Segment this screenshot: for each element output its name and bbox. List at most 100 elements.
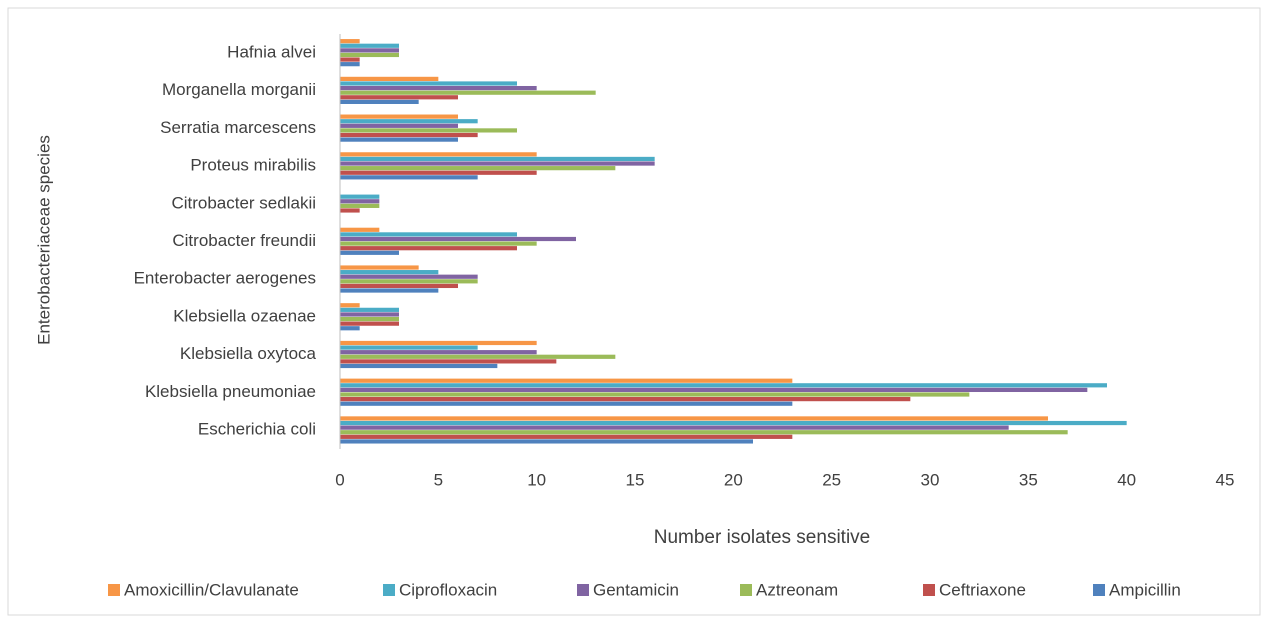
bar bbox=[340, 236, 576, 242]
bar bbox=[340, 303, 360, 308]
bar bbox=[340, 166, 616, 171]
bar bbox=[340, 170, 537, 175]
bar bbox=[340, 326, 360, 331]
bar bbox=[340, 387, 1088, 393]
y-tick-label: Klebsiella oxytoca bbox=[180, 344, 317, 363]
bar bbox=[340, 383, 1107, 388]
bar bbox=[340, 279, 478, 284]
bar bbox=[340, 95, 458, 100]
legend-swatch bbox=[740, 584, 752, 596]
bar bbox=[340, 397, 911, 402]
legend-swatch bbox=[577, 584, 589, 596]
x-tick-label: 5 bbox=[434, 470, 443, 489]
x-tick-label: 0 bbox=[335, 470, 344, 489]
y-tick-label: Citrobacter sedlakii bbox=[171, 193, 316, 212]
x-tick-label: 30 bbox=[921, 470, 940, 489]
bar bbox=[340, 123, 458, 128]
legend-swatch bbox=[383, 584, 395, 596]
legend-swatch bbox=[923, 584, 935, 596]
x-tick-label: 45 bbox=[1216, 470, 1235, 489]
y-tick-label: Klebsiella pneumoniae bbox=[145, 382, 316, 401]
bar bbox=[340, 194, 380, 199]
bar bbox=[340, 199, 380, 204]
y-tick-label: Morganella morganii bbox=[162, 80, 316, 99]
bar bbox=[340, 307, 399, 312]
bar bbox=[340, 321, 399, 326]
bar bbox=[340, 90, 596, 95]
bar bbox=[340, 119, 478, 124]
bar bbox=[340, 99, 419, 104]
bar bbox=[340, 39, 360, 44]
y-tick-label: Klebsiella ozaenae bbox=[173, 306, 316, 325]
chart-frame bbox=[7, 7, 1261, 616]
bar bbox=[340, 203, 380, 208]
y-tick-label: Hafnia alvei bbox=[227, 42, 316, 61]
legend-label: Ampicillin bbox=[1109, 580, 1181, 599]
bar bbox=[340, 57, 360, 62]
bar bbox=[340, 430, 1068, 435]
bar bbox=[340, 81, 517, 86]
bar bbox=[340, 340, 537, 346]
legend-label: Gentamicin bbox=[593, 580, 679, 599]
bar bbox=[340, 392, 970, 397]
bar bbox=[340, 241, 537, 246]
bar bbox=[340, 316, 399, 322]
bar bbox=[340, 354, 616, 359]
x-axis-title: Number isolates sensitive bbox=[654, 527, 870, 548]
bar bbox=[340, 48, 399, 53]
y-tick-label: Escherichia coli bbox=[198, 420, 316, 439]
bar bbox=[340, 227, 380, 232]
legend-label: Amoxicillin/Clavulanate bbox=[124, 580, 299, 599]
bar bbox=[340, 43, 399, 48]
bar bbox=[340, 265, 419, 270]
bar bbox=[340, 363, 498, 369]
bar bbox=[340, 85, 537, 91]
bar bbox=[340, 439, 753, 444]
x-tick-label: 15 bbox=[626, 470, 645, 489]
legend-swatch bbox=[1093, 584, 1105, 596]
bar bbox=[340, 378, 793, 383]
bar bbox=[340, 250, 399, 255]
y-tick-label: Proteus mirabilis bbox=[190, 156, 316, 175]
bar bbox=[340, 345, 478, 350]
bar bbox=[340, 132, 478, 138]
bar bbox=[340, 274, 478, 279]
bar bbox=[340, 270, 439, 275]
bar bbox=[340, 288, 439, 293]
x-tick-label: 40 bbox=[1117, 470, 1136, 489]
legend-swatch bbox=[108, 584, 120, 596]
bar bbox=[340, 156, 655, 162]
bar bbox=[340, 161, 655, 166]
bar bbox=[340, 76, 439, 81]
bar bbox=[340, 416, 1048, 421]
x-tick-label: 35 bbox=[1019, 470, 1038, 489]
y-axis-title: Enterobacteriaceae species bbox=[34, 135, 53, 345]
bar bbox=[340, 434, 793, 439]
y-tick-label: Citrobacter freundii bbox=[172, 231, 316, 250]
x-tick-label: 25 bbox=[822, 470, 841, 489]
bar bbox=[340, 62, 360, 67]
bar bbox=[340, 175, 478, 180]
bar bbox=[340, 425, 1009, 430]
bar bbox=[340, 137, 458, 142]
bar bbox=[340, 359, 557, 364]
legend-label: Ciprofloxacin bbox=[399, 580, 497, 599]
legend-label: Ceftriaxone bbox=[939, 580, 1026, 599]
legend-label: Aztreonam bbox=[756, 580, 838, 599]
y-tick-label: Enterobacter aerogenes bbox=[134, 269, 316, 288]
x-tick-label: 10 bbox=[527, 470, 546, 489]
bar bbox=[340, 420, 1127, 426]
bar bbox=[340, 128, 517, 133]
bar bbox=[340, 401, 793, 406]
bar bbox=[340, 350, 537, 355]
x-tick-label: 20 bbox=[724, 470, 743, 489]
bar bbox=[340, 52, 399, 58]
bar bbox=[340, 283, 458, 289]
y-tick-label: Serratia marcescens bbox=[160, 118, 316, 137]
bar bbox=[340, 246, 517, 251]
bar bbox=[340, 208, 360, 213]
bar bbox=[340, 152, 537, 157]
bar bbox=[340, 114, 458, 119]
bar bbox=[340, 232, 517, 237]
